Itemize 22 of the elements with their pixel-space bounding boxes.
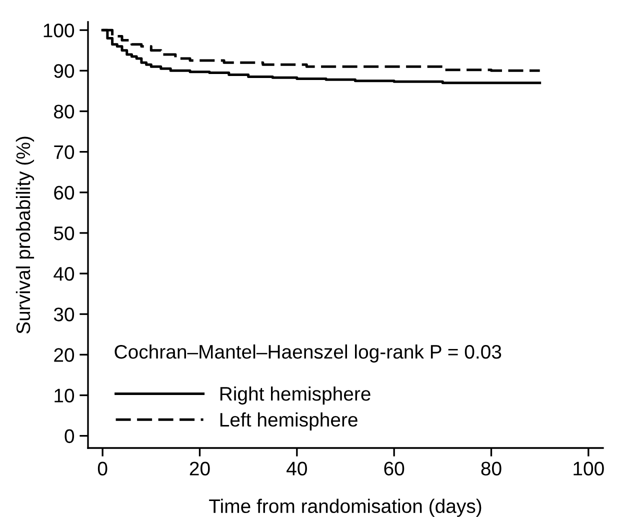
y-tick-label: 30	[54, 308, 74, 322]
x-tick-label: 100	[574, 462, 604, 476]
y-tick-label: 20	[54, 348, 74, 362]
x-axis-title: Time from randomisation (days)	[209, 498, 482, 517]
y-tick-label: 0	[64, 429, 74, 444]
x-tick-label: 60	[384, 462, 404, 476]
y-tick-label: 50	[54, 226, 74, 240]
y-tick-label: 10	[54, 388, 74, 402]
y-tick-label: 70	[54, 145, 74, 160]
legend-label: Right hemisphere	[220, 386, 370, 405]
legend-label: Left hemisphere	[220, 412, 358, 430]
y-tick-label: 80	[54, 104, 74, 118]
y-tick-label: 40	[54, 267, 74, 281]
x-tick-label: 40	[286, 462, 307, 476]
y-tick-label: 60	[54, 186, 74, 200]
y-tick-label: 90	[54, 64, 74, 78]
y-tick-label: 100	[44, 24, 74, 38]
annotation: Cochran–Mantel–Haenszel log-rank P = 0.03	[114, 344, 502, 363]
y-axis-title: Survival probability (%)	[16, 136, 34, 334]
x-tick-label: 80	[481, 462, 502, 476]
x-tick-label: 20	[190, 462, 210, 476]
x-tick-label: 0	[98, 462, 108, 476]
